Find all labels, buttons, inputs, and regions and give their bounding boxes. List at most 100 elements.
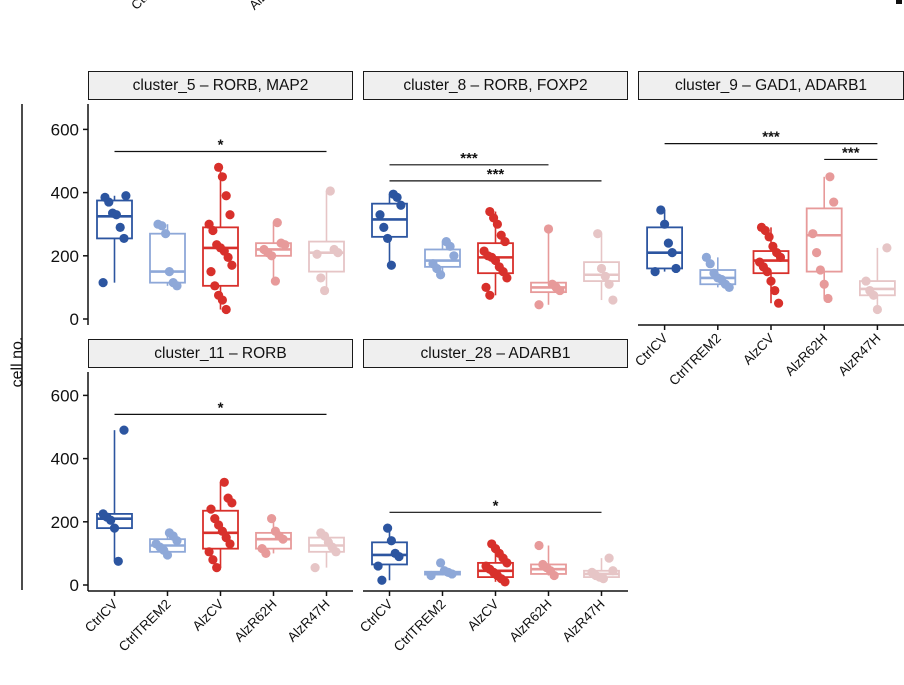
data-point [325, 186, 335, 196]
data-point [861, 276, 871, 286]
data-point [153, 219, 163, 229]
data-point [667, 248, 677, 258]
data-point [543, 224, 554, 234]
box [805, 207, 843, 273]
x-tick-label: AlzR47H [284, 597, 332, 645]
data-point [206, 267, 216, 277]
data-point [481, 282, 491, 292]
y-tick-label: 400 [51, 450, 79, 469]
data-point [534, 300, 544, 310]
y-tick-label: 200 [51, 247, 79, 266]
data-point [151, 539, 161, 549]
data-point [650, 267, 660, 277]
data-point [276, 238, 286, 248]
y-tick-label: 0 [70, 310, 79, 329]
data-point [221, 191, 231, 201]
data-point [386, 536, 396, 546]
data-point [825, 172, 835, 182]
data-point [608, 295, 618, 305]
significance-label: * [218, 399, 224, 416]
data-point [272, 218, 282, 228]
data-point [320, 285, 330, 296]
panel-1: *** *** [371, 150, 620, 310]
data-point [390, 548, 400, 559]
facet-title-cluster-28: cluster_28 – ADARB1 [363, 339, 628, 368]
x-tick-label: AlzR62H [782, 331, 830, 379]
y-tick-label: 200 [51, 513, 79, 532]
data-point [98, 509, 108, 519]
data-point [259, 244, 269, 255]
y-tick-label: 0 [70, 576, 79, 595]
data-point [267, 514, 277, 524]
x-tick-label: AlzR47H [559, 597, 607, 645]
data-point [100, 192, 110, 202]
data-point [819, 279, 829, 289]
data-point [436, 558, 446, 568]
data-point [396, 200, 406, 210]
data-point [479, 246, 489, 256]
data-point [496, 230, 506, 240]
data-point [755, 257, 765, 267]
data-point [441, 236, 451, 247]
data-point [709, 268, 719, 278]
x-tick-label: CtrlCV [632, 331, 671, 370]
significance-label: *** [487, 166, 505, 183]
x-tick-label: AlzR62H [231, 597, 279, 645]
data-point [221, 304, 231, 315]
data-point [756, 222, 767, 232]
data-point [829, 197, 839, 207]
data-point [865, 285, 875, 296]
box [646, 226, 683, 270]
data-point [225, 210, 235, 220]
data-point [214, 162, 224, 172]
data-point [206, 504, 216, 514]
data-point [485, 290, 495, 300]
box [96, 199, 133, 240]
data-point [227, 260, 237, 270]
data-point [109, 523, 120, 533]
x-tick-label: AlzCV [189, 597, 226, 634]
data-point [547, 279, 557, 289]
data-point [316, 273, 326, 283]
panel-0: 0 200 400 600 * [51, 104, 345, 329]
y-tick-label: 400 [51, 184, 79, 203]
data-point [534, 540, 544, 551]
data-point [270, 276, 280, 286]
data-point [768, 241, 778, 251]
facet-title-cluster-5: cluster_5 – RORB, MAP2 [88, 71, 353, 100]
data-point [329, 244, 339, 255]
facet-title-cluster-8: cluster_8 – RORB, FOXP2 [363, 71, 628, 100]
data-point [608, 566, 618, 576]
data-point [204, 547, 214, 557]
data-point [426, 570, 436, 581]
data-point [439, 566, 449, 576]
box [202, 509, 239, 550]
facet-title-cluster-9: cluster_9 – GAD1, ADARB1 [638, 71, 904, 100]
data-point [872, 304, 883, 315]
box [202, 226, 239, 287]
data-point [223, 493, 233, 503]
data-point [701, 252, 712, 262]
data-point [164, 528, 174, 538]
data-point [604, 553, 614, 563]
x-tick-label: CtrlTREM2 [666, 331, 724, 389]
data-point [660, 219, 670, 229]
data-point [210, 281, 220, 291]
data-point [487, 539, 497, 549]
significance-label: *** [460, 150, 478, 167]
data-point [377, 575, 387, 585]
x-tick-label: CtrlCV [82, 597, 121, 636]
data-point [161, 229, 171, 239]
data-point [481, 561, 491, 571]
data-point [815, 265, 826, 275]
data-point [596, 263, 607, 274]
data-point [119, 425, 129, 435]
x-tick-label: CtrlTREM2 [391, 597, 449, 655]
data-point [316, 528, 326, 538]
data-point [219, 477, 229, 487]
x-tick-label: CtrlCV [357, 597, 396, 636]
